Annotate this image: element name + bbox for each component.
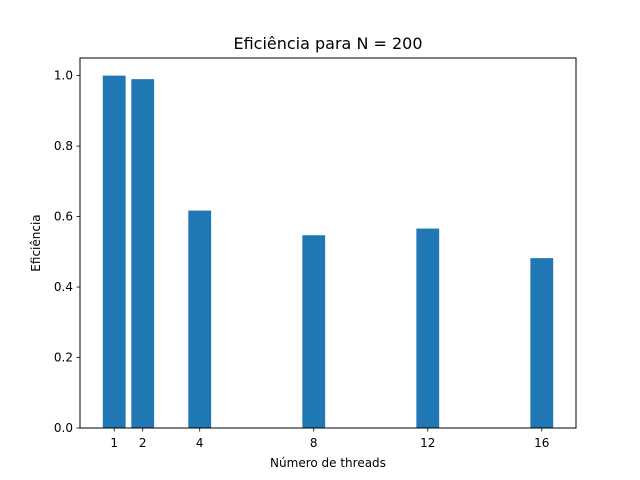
bar-threads-16 xyxy=(530,258,554,428)
bar-threads-12 xyxy=(416,228,440,428)
x-axis-label: Número de threads xyxy=(270,456,386,470)
bar-threads-2 xyxy=(131,79,155,429)
axes-frame xyxy=(79,57,577,429)
x-tick-label: 16 xyxy=(534,436,549,450)
bar-threads-8 xyxy=(302,235,326,428)
y-axis-label: Eficiência xyxy=(29,214,43,271)
x-tick-label: 12 xyxy=(420,436,435,450)
y-tick-label: 0.6 xyxy=(54,210,73,224)
x-tick-label: 4 xyxy=(196,436,204,450)
y-tick-label: 0.4 xyxy=(54,280,73,294)
y-tick-label: 0.8 xyxy=(54,139,73,153)
x-axis-ticks: 1 2 4 8 12 16 xyxy=(110,428,549,450)
x-tick-label: 1 xyxy=(110,436,118,450)
bars-group xyxy=(102,75,554,429)
bar-threads-1 xyxy=(102,75,126,428)
chart-title: Eficiência para N = 200 xyxy=(233,34,422,53)
x-tick-label: 8 xyxy=(310,436,318,450)
y-axis-ticks: 0.0 0.2 0.4 0.6 0.8 1.0 xyxy=(54,69,80,435)
y-tick-label: 0.2 xyxy=(54,351,73,365)
x-tick-label: 2 xyxy=(139,436,147,450)
y-tick-label: 0.0 xyxy=(54,421,73,435)
bar-threads-4 xyxy=(188,210,212,428)
y-tick-label: 1.0 xyxy=(54,69,73,83)
